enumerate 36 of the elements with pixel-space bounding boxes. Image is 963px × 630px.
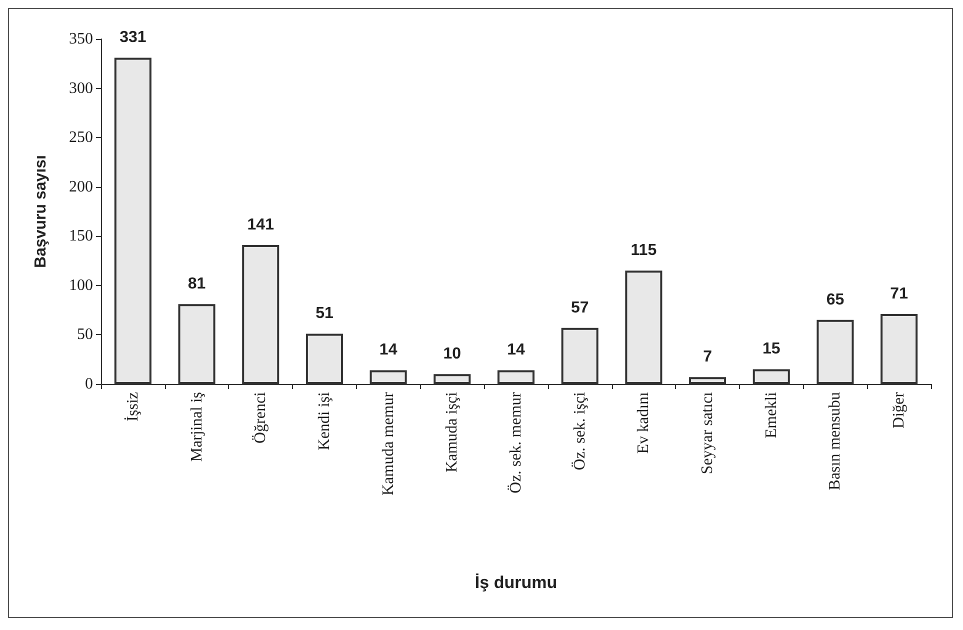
y-tick-label: 50 [77, 326, 93, 344]
y-tick-label: 300 [69, 80, 93, 97]
data-label: 15 [762, 340, 780, 358]
data-label: 141 [247, 216, 274, 234]
y-tick-label: 200 [69, 178, 93, 196]
data-label: 14 [507, 342, 525, 359]
x-tick-label: Ev kadını [635, 391, 652, 454]
data-label: 81 [188, 276, 206, 293]
data-label: 115 [630, 242, 657, 260]
x-tick-label: İşsiz [123, 392, 142, 422]
x-tick-label: Diğer [890, 391, 908, 428]
x-tick-label: Emekli [762, 391, 780, 438]
data-label: 71 [890, 286, 908, 303]
x-axis-title: İş durumu [474, 573, 558, 592]
data-label: 331 [120, 29, 146, 46]
x-tick-label: Öz. sek. işçi [571, 391, 588, 470]
y-tick-label: 150 [69, 228, 93, 245]
data-label: 65 [826, 291, 844, 308]
x-tick-label: Öz. sek. memur [508, 391, 524, 494]
x-tick-label: Seyyar satıcı [699, 391, 716, 474]
x-tick-label: Marjinal iş [188, 392, 206, 462]
y-tick-label: 100 [69, 276, 93, 294]
data-label: 7 [703, 348, 712, 366]
data-label: 57 [570, 299, 589, 316]
x-tick-label: Kamuda memur [380, 391, 397, 496]
y-tick-label: 350 [69, 30, 93, 48]
y-tick-label: 250 [69, 129, 93, 146]
x-tick-label: Kamuda işçi [444, 391, 461, 472]
data-label: 10 [443, 346, 462, 363]
x-tick-label: Kendi işi [316, 391, 333, 450]
data-label: 14 [379, 342, 398, 359]
data-label: 51 [316, 305, 334, 322]
y-tick-label: 0 [85, 376, 93, 392]
x-tick-label: Öğrenci [252, 391, 270, 444]
x-tick-label: Basın mensubu [826, 392, 844, 490]
y-axis-title: Başvuru sayısı [32, 155, 50, 268]
